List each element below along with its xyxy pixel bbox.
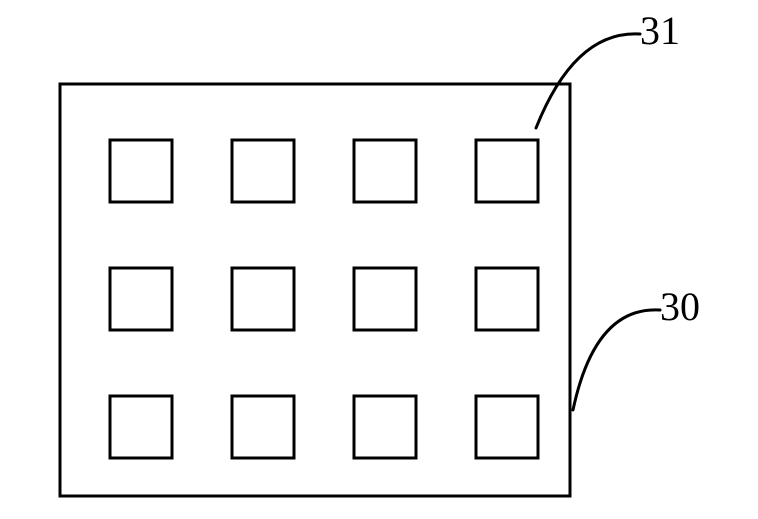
substrate-rect <box>60 84 570 496</box>
unit-cell <box>476 140 538 202</box>
unit-cell <box>476 396 538 458</box>
unit-cell <box>354 140 416 202</box>
unit-cell <box>110 396 172 458</box>
unit-cell <box>354 268 416 330</box>
unit-cell <box>232 140 294 202</box>
unit-cell <box>232 268 294 330</box>
label-30-leader <box>573 310 660 410</box>
unit-cell <box>232 396 294 458</box>
label-31: 31 <box>640 8 680 53</box>
unit-cell <box>110 268 172 330</box>
unit-cell <box>354 396 416 458</box>
unit-cell <box>476 268 538 330</box>
label-30: 30 <box>660 284 700 329</box>
label-31-leader <box>536 34 640 128</box>
unit-cell <box>110 140 172 202</box>
